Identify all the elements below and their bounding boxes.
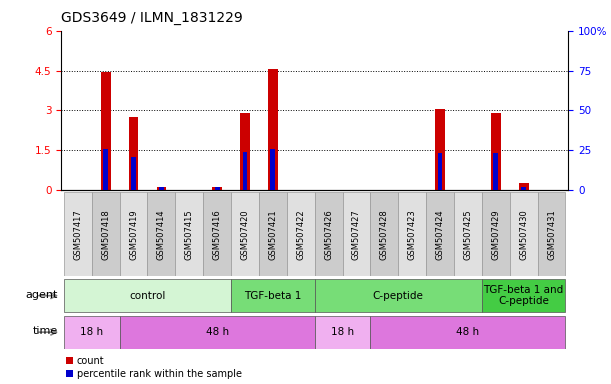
Bar [120,192,147,276]
Text: time: time [33,326,58,336]
Text: GSM507427: GSM507427 [352,209,361,260]
Bar [131,157,136,190]
Bar [454,192,482,276]
Bar [538,192,565,276]
Bar [231,279,315,312]
Text: GSM507426: GSM507426 [324,209,333,260]
Text: GSM507418: GSM507418 [101,209,110,260]
Text: GSM507421: GSM507421 [268,209,277,260]
Text: GSM507423: GSM507423 [408,209,417,260]
Bar [287,192,315,276]
Bar [175,192,203,276]
Text: C-peptide: C-peptide [373,291,423,301]
Bar [231,192,259,276]
Text: GSM507417: GSM507417 [73,209,82,260]
Bar [271,149,276,190]
Text: GSM507422: GSM507422 [296,209,306,260]
Bar [159,187,164,190]
Text: agent: agent [26,290,58,300]
Text: control: control [130,291,166,301]
Text: GSM507419: GSM507419 [129,209,138,260]
Bar [129,117,139,190]
Text: GSM507414: GSM507414 [157,209,166,260]
Bar [519,184,529,190]
Bar [521,187,526,190]
Text: GSM507425: GSM507425 [463,209,472,260]
Bar [435,109,445,190]
Bar [101,72,111,190]
Bar [315,279,482,312]
Bar [482,192,510,276]
Bar [491,113,500,190]
Bar [64,316,120,349]
Text: 48 h: 48 h [456,327,480,337]
Bar [343,192,370,276]
Bar [315,316,370,349]
Bar [259,192,287,276]
Bar [268,69,278,190]
Bar [426,192,454,276]
Bar [92,192,120,276]
Text: GSM507428: GSM507428 [380,209,389,260]
Text: TGF-beta 1: TGF-beta 1 [244,291,302,301]
Bar [103,149,108,190]
Text: GSM507431: GSM507431 [547,209,556,260]
Text: 18 h: 18 h [331,327,354,337]
Text: GSM507429: GSM507429 [491,209,500,260]
Bar [493,154,498,190]
Text: 18 h: 18 h [80,327,103,337]
Bar [370,316,565,349]
Bar [243,152,247,190]
Bar [315,192,343,276]
Bar [214,187,219,190]
Text: GSM507424: GSM507424 [436,209,445,260]
Bar [240,113,250,190]
Bar [64,192,92,276]
Bar [64,279,231,312]
Bar [510,192,538,276]
Bar [156,187,166,190]
Bar [437,154,442,190]
Text: GSM507430: GSM507430 [519,209,528,260]
Bar [482,279,565,312]
Text: TGF-beta 1 and
C-peptide: TGF-beta 1 and C-peptide [483,285,564,306]
Bar [370,192,398,276]
Bar [147,192,175,276]
Text: GSM507420: GSM507420 [241,209,249,260]
Text: 48 h: 48 h [205,327,229,337]
Bar [203,192,231,276]
Bar [120,316,315,349]
Bar [212,187,222,190]
Legend: count, percentile rank within the sample: count, percentile rank within the sample [66,356,242,379]
Text: GSM507416: GSM507416 [213,209,222,260]
Bar [398,192,426,276]
Text: GSM507415: GSM507415 [185,209,194,260]
Text: GDS3649 / ILMN_1831229: GDS3649 / ILMN_1831229 [61,11,243,25]
